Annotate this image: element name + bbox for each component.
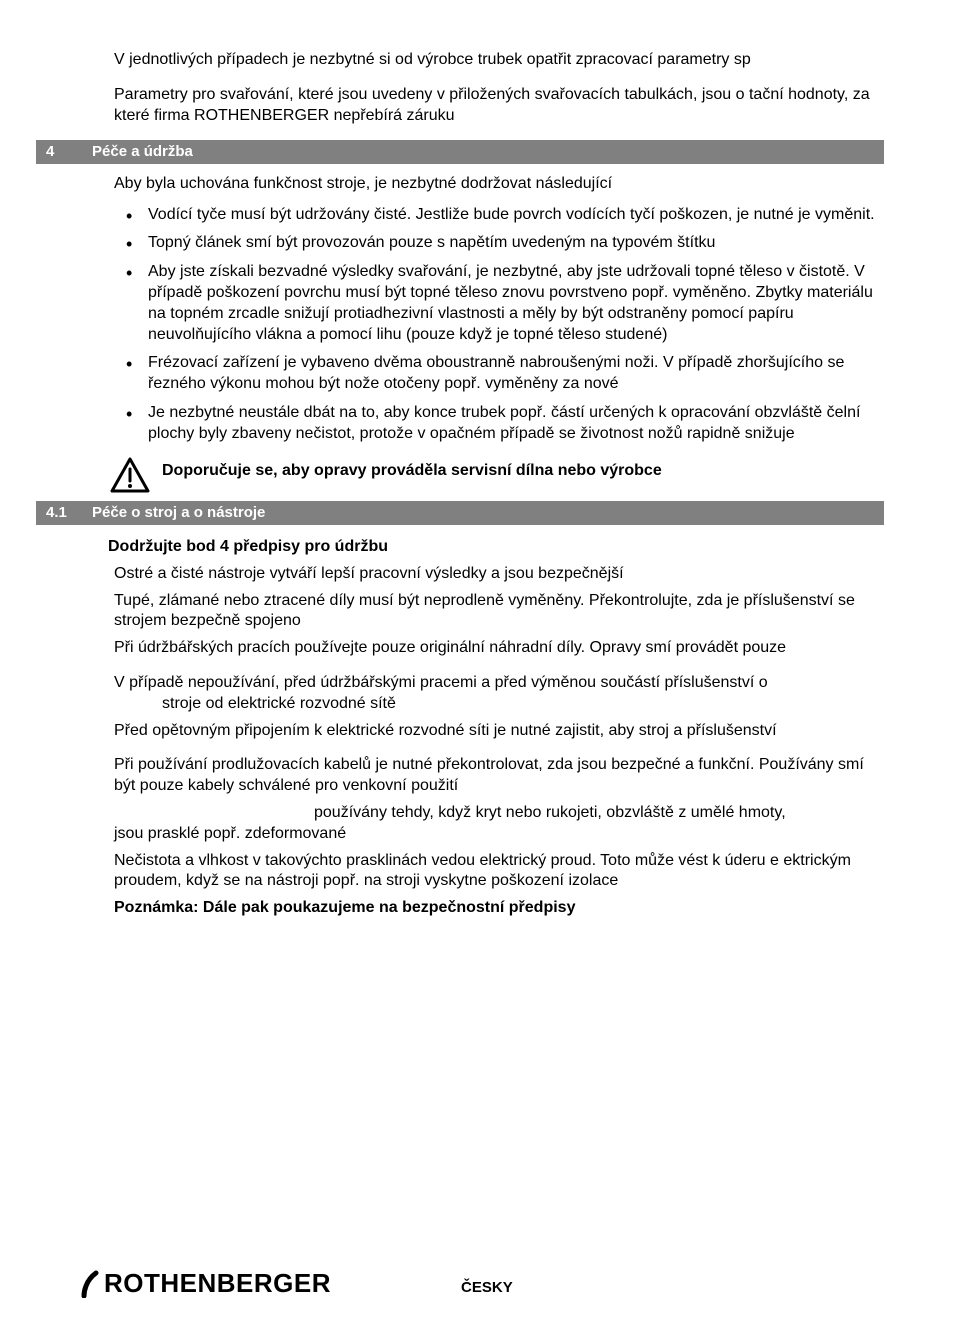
section-4-1-title: Péče o stroj a o nástroje: [92, 503, 265, 523]
brand-text: ROTHENBERGER: [104, 1267, 331, 1301]
section-4-title: Péče a údržba: [92, 142, 193, 162]
list-item: Vodící tyče musí být udržovány čisté. Je…: [114, 205, 884, 226]
list-item: Frézovací zařízení je vybaveno dvěma obo…: [114, 353, 884, 395]
body-paragraph-continuation: stroje od elektrické rozvodné sítě: [114, 694, 884, 715]
body-paragraph: Při údržbářských pracích používejte pouz…: [114, 638, 884, 659]
list-item: Aby jste získali bezvadné výsledky svařo…: [114, 262, 884, 345]
body-paragraph: používány tehdy, když kryt nebo rukojeti…: [114, 803, 884, 845]
page-footer: ROTHENBERGER ČESKY: [80, 1267, 874, 1301]
intro-paragraph-2: Parametry pro svařování, které jsou uved…: [114, 85, 884, 127]
body-fragment: používány tehdy, když kryt nebo rukojeti…: [314, 804, 786, 821]
brand-slash-icon: [80, 1270, 102, 1298]
section-4-1-number: 4.1: [46, 503, 92, 523]
body-fragment: jsou prasklé popř. zdeformované: [114, 825, 346, 842]
body-paragraph: Tupé, zlámané nebo ztracené díly musí bý…: [114, 591, 884, 633]
warning-triangle-icon: [110, 457, 150, 500]
warning-callout: Doporučuje se, aby opravy prováděla serv…: [114, 457, 884, 500]
intro-paragraph-1: V jednotlivých případech je nezbytné si …: [114, 50, 884, 71]
section-4-header: 4 Péče a údržba: [36, 140, 884, 164]
list-item: Topný článek smí být provozován pouze s …: [114, 233, 884, 254]
brand-logo: ROTHENBERGER: [80, 1267, 331, 1301]
section-4-number: 4: [46, 142, 92, 162]
section-4-bullet-list: Vodící tyče musí být udržovány čisté. Je…: [114, 205, 884, 445]
note-paragraph: Poznámka: Dále pak poukazujeme na bezpeč…: [114, 898, 884, 919]
body-paragraph: Nečistota a vlhkost v takovýchto praskli…: [114, 851, 884, 893]
section-4-1-header: 4.1 Péče o stroj a o nástroje: [36, 501, 884, 525]
list-item: Je nezbytné neustále dbát na to, aby kon…: [114, 403, 884, 445]
body-paragraph: Před opětovným připojením k elektrické r…: [114, 721, 884, 742]
body-paragraph: Ostré a čisté nástroje vytváří lepší pra…: [114, 564, 884, 585]
body-paragraph: V případě nepoužívání, před údržbářskými…: [114, 673, 884, 694]
footer-language: ČESKY: [461, 1278, 513, 1298]
warning-callout-text: Doporučuje se, aby opravy prováděla serv…: [150, 457, 662, 482]
subsection-heading: Dodržujte bod 4 předpisy pro údržbu: [108, 537, 884, 558]
section-4-lead: Aby byla uchována funkčnost stroje, je n…: [114, 174, 884, 195]
body-paragraph: Při používání prodlužovacích kabelů je n…: [114, 755, 884, 797]
